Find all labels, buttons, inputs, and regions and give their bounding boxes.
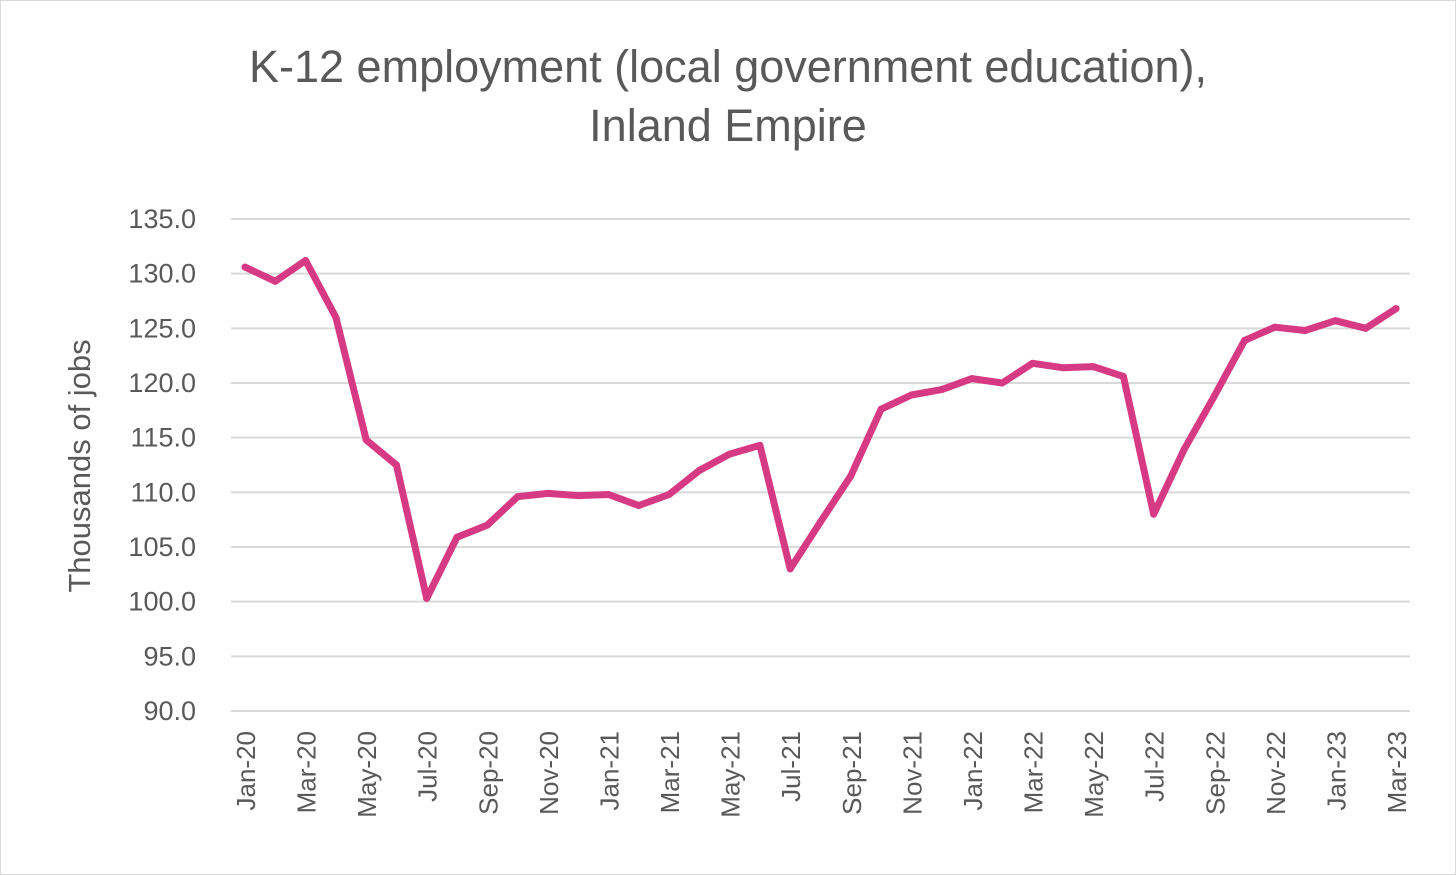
x-axis-ticks: Jan-20 Mar-20 May-20 Jul-20 Sep-20 Nov-20 Jan-… [231, 731, 1412, 818]
data-point [635, 501, 643, 509]
data-point [938, 386, 946, 394]
chart-title-line-1: K-12 employment (local government educat… [249, 41, 1207, 92]
data-point [877, 405, 885, 413]
x-tick-label: Jul-21 [776, 731, 806, 802]
data-point [1059, 364, 1067, 372]
x-tick-label: Jan-23 [1321, 731, 1351, 811]
data-point [1331, 317, 1339, 325]
data-point [1089, 363, 1097, 371]
x-tick-label: Mar-21 [655, 731, 685, 813]
data-point [332, 313, 340, 321]
x-tick-label: Jan-21 [594, 731, 624, 811]
data-point [1301, 327, 1309, 335]
x-tick-label: Mar-20 [292, 731, 322, 813]
data-point [665, 491, 673, 499]
data-point [604, 491, 612, 499]
data-point [302, 257, 310, 265]
chart-title: K-12 employment (local government educat… [0, 38, 1456, 155]
x-tick-label: Sep-20 [473, 731, 503, 815]
data-point [1362, 324, 1370, 332]
x-tick-label: Mar-23 [1382, 731, 1412, 813]
x-tick-label: May-22 [1079, 731, 1109, 818]
data-point [1150, 510, 1158, 518]
data-point [362, 436, 370, 444]
y-tick-label: 115.0 [130, 423, 196, 453]
x-tick-label: May-21 [716, 731, 746, 818]
data-point [847, 472, 855, 480]
x-tick-label: Nov-22 [1261, 731, 1291, 815]
gridlines [231, 218, 1410, 712]
data-point [483, 521, 491, 529]
y-tick-label: 135.0 [128, 204, 196, 234]
y-tick-label: 100.0 [128, 587, 196, 617]
x-tick-label: Nov-21 [897, 731, 927, 815]
data-point [423, 594, 431, 602]
data-point [1210, 392, 1218, 400]
data-point [1271, 323, 1279, 331]
x-tick-label: Jan-22 [958, 731, 988, 811]
data-point [1392, 305, 1400, 313]
data-point [726, 450, 734, 458]
data-point [514, 493, 522, 501]
data-point [392, 461, 400, 469]
y-tick-label: 90.0 [143, 696, 196, 726]
data-point [1241, 336, 1249, 344]
data-point [786, 565, 794, 573]
data-point [817, 518, 824, 526]
x-tick-label: Nov-20 [534, 731, 564, 815]
x-tick-label: Jan-20 [231, 731, 261, 811]
data-point [1029, 359, 1037, 367]
data-point [1180, 446, 1188, 454]
y-axis-ticks: 90.0 95.0 100.0 105.0 110.0 115.0 120.0 125.0 13… [128, 204, 196, 726]
x-tick-label: Sep-22 [1200, 731, 1230, 815]
data-point [695, 466, 703, 474]
data-point [756, 441, 764, 449]
y-tick-label: 120.0 [128, 368, 196, 398]
chart-title-line-2: Inland Empire [589, 99, 867, 151]
y-tick-label: 105.0 [128, 532, 196, 562]
data-point [907, 391, 915, 399]
x-tick-label: Sep-21 [837, 731, 867, 815]
data-point [271, 277, 279, 285]
data-points [241, 257, 1400, 602]
data-point [544, 489, 552, 497]
x-tick-label: May-20 [352, 731, 382, 818]
y-axis-label: Thousands of jobs [62, 339, 97, 592]
data-point [241, 263, 249, 271]
x-tick-label: Jul-22 [1140, 731, 1170, 802]
y-tick-label: 95.0 [143, 641, 196, 671]
y-tick-label: 130.0 [128, 259, 196, 289]
x-tick-label: Jul-20 [413, 731, 443, 802]
data-point [968, 375, 976, 383]
data-point [1119, 372, 1127, 380]
y-tick-label: 110.0 [130, 477, 196, 507]
data-point [574, 492, 582, 500]
data-point [998, 379, 1006, 387]
data-point [453, 533, 461, 541]
y-tick-label: 125.0 [128, 313, 196, 343]
x-tick-label: Mar-22 [1019, 731, 1049, 813]
